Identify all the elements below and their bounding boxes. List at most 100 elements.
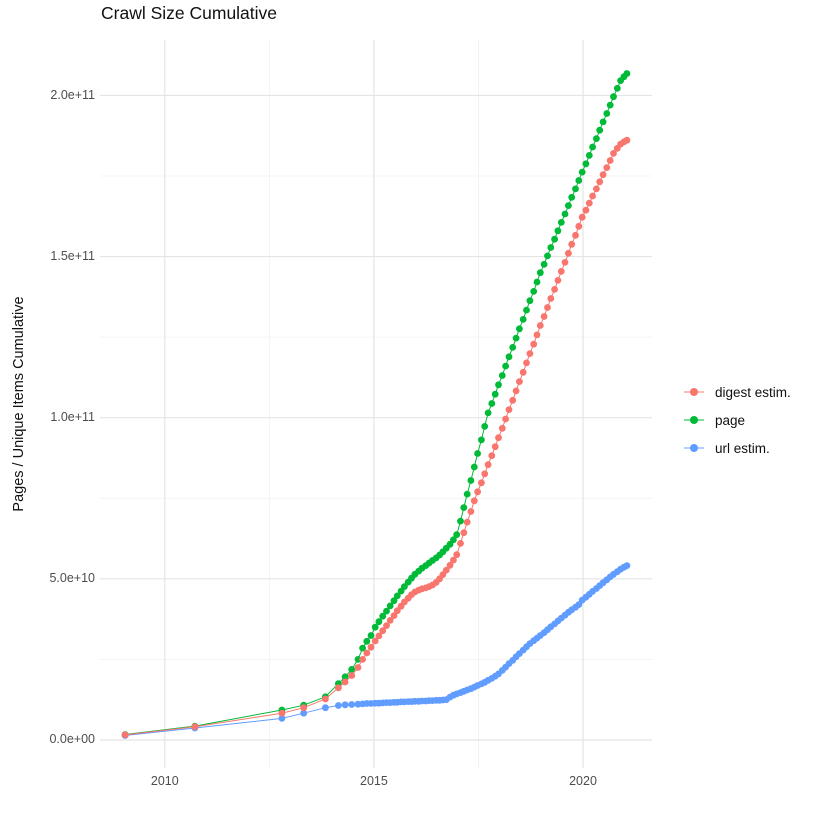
data-point xyxy=(463,490,471,498)
data-point xyxy=(623,562,631,569)
data-point xyxy=(540,260,548,268)
data-point xyxy=(498,372,506,379)
data-point xyxy=(505,353,513,361)
data-point xyxy=(509,344,517,351)
data-point xyxy=(463,518,471,526)
data-point xyxy=(603,164,611,172)
data-point xyxy=(561,259,569,266)
data-point xyxy=(582,206,590,214)
data-point xyxy=(582,160,590,168)
legend-item: url estim. xyxy=(683,434,791,462)
data-point xyxy=(383,607,390,615)
data-point xyxy=(495,381,502,389)
data-point xyxy=(516,378,523,385)
data-point xyxy=(557,219,565,226)
legend-item-label: url estim. xyxy=(715,440,770,456)
data-point xyxy=(478,479,485,487)
data-point xyxy=(578,213,586,221)
data-point xyxy=(623,136,631,144)
data-point xyxy=(460,504,468,511)
data-point xyxy=(512,334,520,342)
legend-item-label: page xyxy=(715,412,746,428)
data-point xyxy=(467,508,475,515)
data-point xyxy=(544,252,551,260)
legend-item: page xyxy=(683,406,791,434)
data-point xyxy=(390,612,398,619)
y-tick-label: 1.5e+11 xyxy=(50,249,95,264)
data-point xyxy=(610,150,617,157)
data-point xyxy=(390,597,398,605)
data-point xyxy=(519,316,527,323)
data-point xyxy=(613,84,621,92)
data-point xyxy=(450,556,457,564)
data-point xyxy=(533,278,541,286)
legend-item: digest estim. xyxy=(683,378,791,406)
data-point xyxy=(572,231,579,239)
data-point xyxy=(460,529,468,537)
data-point xyxy=(488,452,496,460)
data-point xyxy=(533,331,541,339)
x-tick-label: 2020 xyxy=(569,774,597,788)
data-point xyxy=(572,185,579,193)
data-point xyxy=(585,199,593,207)
data-point xyxy=(478,436,485,444)
series-line-digest-estim- xyxy=(125,139,628,736)
data-point xyxy=(519,368,527,376)
data-point xyxy=(589,192,596,200)
data-point xyxy=(300,704,308,712)
data-point xyxy=(470,497,478,505)
legend-key-icon xyxy=(684,416,704,424)
data-point xyxy=(610,93,617,101)
data-point xyxy=(453,531,461,539)
data-point xyxy=(379,612,387,620)
data-point xyxy=(191,723,199,731)
data-point xyxy=(568,193,576,201)
data-point xyxy=(589,143,596,151)
data-point xyxy=(375,618,383,626)
data-point xyxy=(348,666,356,673)
x-tick-label: 2015 xyxy=(360,774,388,788)
data-point xyxy=(401,583,408,590)
series-line-url-estim- xyxy=(125,565,628,736)
legend-item-label: digest estim. xyxy=(715,384,791,400)
data-point xyxy=(300,709,308,717)
legend-key-icon xyxy=(684,444,704,452)
data-point xyxy=(526,350,534,357)
data-point xyxy=(578,168,586,176)
data-point xyxy=(502,415,509,423)
data-point xyxy=(547,244,555,251)
data-point xyxy=(512,387,520,395)
data-point xyxy=(335,684,342,692)
data-point xyxy=(561,210,569,218)
data-point xyxy=(383,622,390,629)
data-point xyxy=(481,423,489,430)
data-point xyxy=(516,325,523,333)
data-point xyxy=(371,637,379,645)
data-point xyxy=(393,592,401,600)
data-point xyxy=(554,227,562,235)
data-point xyxy=(379,627,387,635)
data-point xyxy=(278,715,286,722)
data-point xyxy=(526,297,534,305)
data-point xyxy=(530,340,538,348)
data-point xyxy=(606,101,614,109)
y-tick-label: 2.0e+11 xyxy=(50,87,95,102)
data-point xyxy=(554,277,562,284)
data-point xyxy=(488,400,496,407)
data-point xyxy=(474,450,481,457)
data-point xyxy=(575,222,583,230)
y-axis-title: Pages / Unique Items Cumulative xyxy=(11,296,27,512)
data-point xyxy=(623,70,631,77)
data-point xyxy=(457,517,464,525)
data-point xyxy=(606,157,614,164)
data-point xyxy=(491,390,499,398)
data-point xyxy=(467,477,475,484)
data-point xyxy=(363,649,371,657)
data-point xyxy=(491,443,499,451)
data-point xyxy=(547,295,555,302)
data-point xyxy=(593,185,600,193)
data-point xyxy=(348,672,356,679)
data-point xyxy=(544,304,551,311)
